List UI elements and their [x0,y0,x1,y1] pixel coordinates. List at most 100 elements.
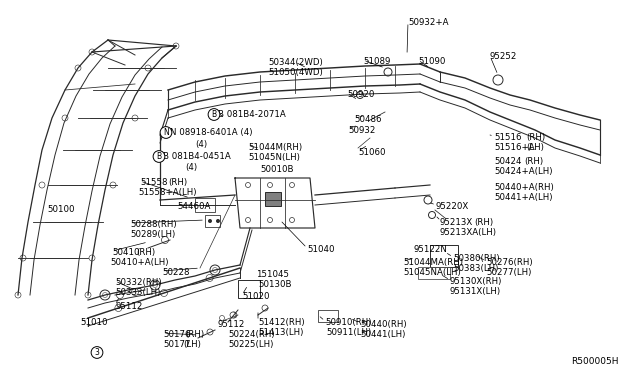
Text: 50486: 50486 [354,115,381,124]
Text: 50441(LH): 50441(LH) [360,330,405,339]
Text: 3: 3 [95,348,99,357]
Circle shape [15,292,21,298]
Circle shape [173,43,179,49]
Text: N 08918-6401A (4): N 08918-6401A (4) [170,128,253,137]
Text: 50920: 50920 [347,90,374,99]
Text: 95252: 95252 [490,52,517,61]
Text: 51044MA(RH): 51044MA(RH) [403,258,463,267]
Circle shape [246,218,250,222]
Text: 51516+A: 51516+A [494,143,534,152]
Text: 50289(LH): 50289(LH) [130,230,175,239]
Text: (RH): (RH) [168,178,187,187]
Circle shape [132,115,138,121]
Text: 50424: 50424 [494,157,522,166]
Text: N: N [163,128,169,137]
Circle shape [210,265,220,275]
Text: 51045N(LH): 51045N(LH) [248,153,300,162]
FancyBboxPatch shape [430,245,458,267]
FancyBboxPatch shape [265,192,281,206]
Text: 50932+A: 50932+A [408,18,449,27]
Text: 51020: 51020 [242,292,269,301]
Text: (LH): (LH) [183,340,201,349]
Text: 50130B: 50130B [258,280,291,289]
Text: 50228: 50228 [162,268,189,277]
Text: 50332(RH): 50332(RH) [115,278,162,287]
Circle shape [115,305,122,311]
Text: (RH): (RH) [524,157,543,166]
Text: 51040: 51040 [307,245,335,254]
Circle shape [152,282,157,288]
Text: B 081B4-0451A: B 081B4-0451A [163,152,231,161]
Text: 50424+A(LH): 50424+A(LH) [494,167,552,176]
Circle shape [429,212,435,218]
Circle shape [161,289,168,296]
Text: 51089: 51089 [363,57,390,66]
Text: B: B [211,110,216,119]
Circle shape [289,218,294,222]
Circle shape [75,65,81,71]
Circle shape [100,290,110,300]
Circle shape [207,329,213,335]
Text: 50380(RH): 50380(RH) [453,254,500,263]
Text: 50288(RH): 50288(RH) [130,220,177,229]
FancyBboxPatch shape [318,310,338,322]
Text: 51044M(RH): 51044M(RH) [248,143,302,152]
Text: R500005H: R500005H [571,357,618,366]
Text: 50441+A(LH): 50441+A(LH) [494,193,552,202]
Text: 50440(RH): 50440(RH) [360,320,406,329]
Text: 50100: 50100 [47,205,74,214]
Text: 50225(LH): 50225(LH) [228,340,273,349]
Text: 95112: 95112 [218,320,245,329]
FancyBboxPatch shape [195,198,215,212]
Text: 95130X(RH): 95130X(RH) [450,277,502,286]
Circle shape [102,292,108,298]
Circle shape [493,75,503,85]
Text: 51558: 51558 [140,178,168,187]
Text: 50177: 50177 [163,340,191,349]
Text: 95131X(LH): 95131X(LH) [450,287,501,296]
Text: 50277(LH): 50277(LH) [486,268,531,277]
Text: 51045NA(LH): 51045NA(LH) [403,268,461,277]
Text: B 081B4-2071A: B 081B4-2071A [218,110,285,119]
Circle shape [384,68,392,76]
Circle shape [216,219,220,223]
Circle shape [131,289,138,295]
Circle shape [89,255,95,261]
Circle shape [262,305,268,311]
Text: 95112: 95112 [115,302,142,311]
FancyBboxPatch shape [205,215,220,227]
Circle shape [20,255,26,261]
Text: 50383(LH): 50383(LH) [453,264,499,273]
Circle shape [268,218,273,222]
Text: 51516: 51516 [494,133,522,142]
Text: 50333(LH): 50333(LH) [115,288,161,297]
Text: B: B [156,152,161,161]
Circle shape [230,312,236,318]
Circle shape [89,49,95,55]
Text: 151045: 151045 [256,270,289,279]
Circle shape [231,312,237,318]
Text: 50932: 50932 [348,126,376,135]
Text: (RH): (RH) [136,248,155,257]
Text: 95213XA(LH): 95213XA(LH) [440,228,497,237]
Circle shape [150,280,160,290]
Text: (4): (4) [195,140,207,149]
Circle shape [289,183,294,187]
Circle shape [208,219,212,223]
Text: 50224(RH): 50224(RH) [228,330,275,339]
Text: 51090: 51090 [418,57,445,66]
Text: (RH): (RH) [474,218,493,227]
Text: (RH): (RH) [526,133,545,142]
Circle shape [39,182,45,188]
Text: 50910(RH): 50910(RH) [325,318,371,327]
Text: (4): (4) [185,163,197,172]
Text: 50911(LH): 50911(LH) [326,328,371,337]
Text: 50410: 50410 [112,248,140,257]
Text: 51412(RH): 51412(RH) [258,318,305,327]
Text: 54460A: 54460A [177,202,211,211]
Text: 50010B: 50010B [260,165,294,174]
Text: 50344(2WD): 50344(2WD) [268,58,323,67]
Circle shape [212,267,218,273]
Circle shape [220,315,225,321]
Circle shape [246,183,250,187]
